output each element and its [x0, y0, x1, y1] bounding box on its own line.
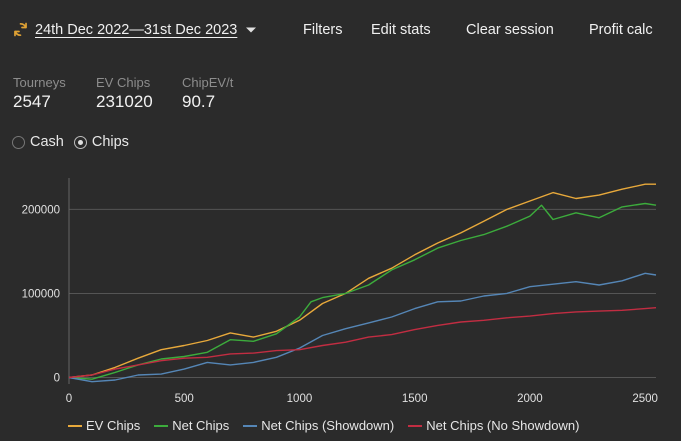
date-range-label: 24th Dec 2022—31st Dec 2023 [35, 21, 238, 38]
x-tick-label: 0 [66, 393, 72, 405]
legend-item-net-chips[interactable]: Net Chips [154, 418, 229, 433]
stat-value: 2547 [13, 92, 51, 111]
legend-label: Net Chips [172, 418, 230, 433]
series-line-3 [68, 307, 657, 379]
edit-stats-button[interactable]: Edit stats [371, 22, 431, 38]
legend-swatch [243, 424, 258, 427]
y-tick-label: 0 [54, 372, 60, 384]
filters-button[interactable]: Filters [303, 22, 343, 38]
legend-item-net-chips-showdown[interactable]: Net Chips (Showdown) [243, 418, 394, 433]
stat-label: EV Chips [96, 75, 151, 90]
legend-label: Net Chips (No Showdown) [426, 418, 580, 433]
stat-label: ChipEV/t [182, 75, 234, 90]
series-line-1 [68, 202, 657, 380]
series-line-0 [68, 183, 656, 379]
refresh-icon [14, 22, 27, 37]
chips-radio-label: Chips [91, 134, 129, 150]
cash-radio-label: Cash [30, 134, 64, 150]
y-tick-label: 200000 [22, 204, 60, 216]
x-tick-label: 2000 [517, 393, 543, 405]
legend-swatch [154, 424, 169, 427]
legend-item-ev-chips[interactable]: EV Chips [68, 418, 140, 433]
series-line-2 [68, 272, 657, 383]
stat-chipev-per-t: ChipEV/t 90.7 [182, 75, 233, 112]
x-tick-label: 1500 [402, 393, 428, 405]
legend-label: Net Chips (Showdown) [261, 418, 395, 433]
legend-item-net-chips-no-showdown[interactable]: Net Chips (No Showdown) [408, 418, 579, 433]
caret-down-icon [246, 27, 257, 32]
profit-calc-button[interactable]: Profit calc [589, 22, 653, 38]
legend-swatch [408, 424, 423, 427]
x-tick-label: 1000 [287, 393, 313, 405]
clear-session-button[interactable]: Clear session [466, 22, 554, 38]
chip-graph: 0 100000 200000 0 500 1000 1500 2000 2500 [22, 178, 658, 405]
toolbar: 24th Dec 2022—31st Dec 2023 Filters Edit… [0, 0, 681, 62]
chips-radio[interactable]: Chips [73, 134, 129, 150]
stat-ev-chips: EV Chips 231020 [96, 75, 153, 112]
radio-circle-selected [73, 135, 87, 149]
cash-radio[interactable]: Cash [12, 134, 64, 150]
x-tick-label: 500 [175, 393, 194, 405]
x-tick-label: 2500 [632, 393, 658, 405]
date-range-picker[interactable]: 24th Dec 2022—31st Dec 2023 [12, 21, 257, 38]
y-tick-label: 100000 [22, 288, 60, 300]
chart-legend: EV Chips Net Chips Net Chips (Showdown) … [68, 418, 579, 433]
legend-swatch [68, 424, 82, 427]
stat-value: 231020 [96, 92, 153, 111]
mode-toggle: Cash Chips [12, 134, 129, 150]
stat-label: Tourneys [13, 75, 66, 90]
stat-tourneys: Tourneys 2547 [13, 75, 66, 112]
stat-value: 90.7 [182, 92, 216, 111]
radio-circle [12, 135, 25, 149]
legend-label: EV Chips [86, 418, 141, 433]
